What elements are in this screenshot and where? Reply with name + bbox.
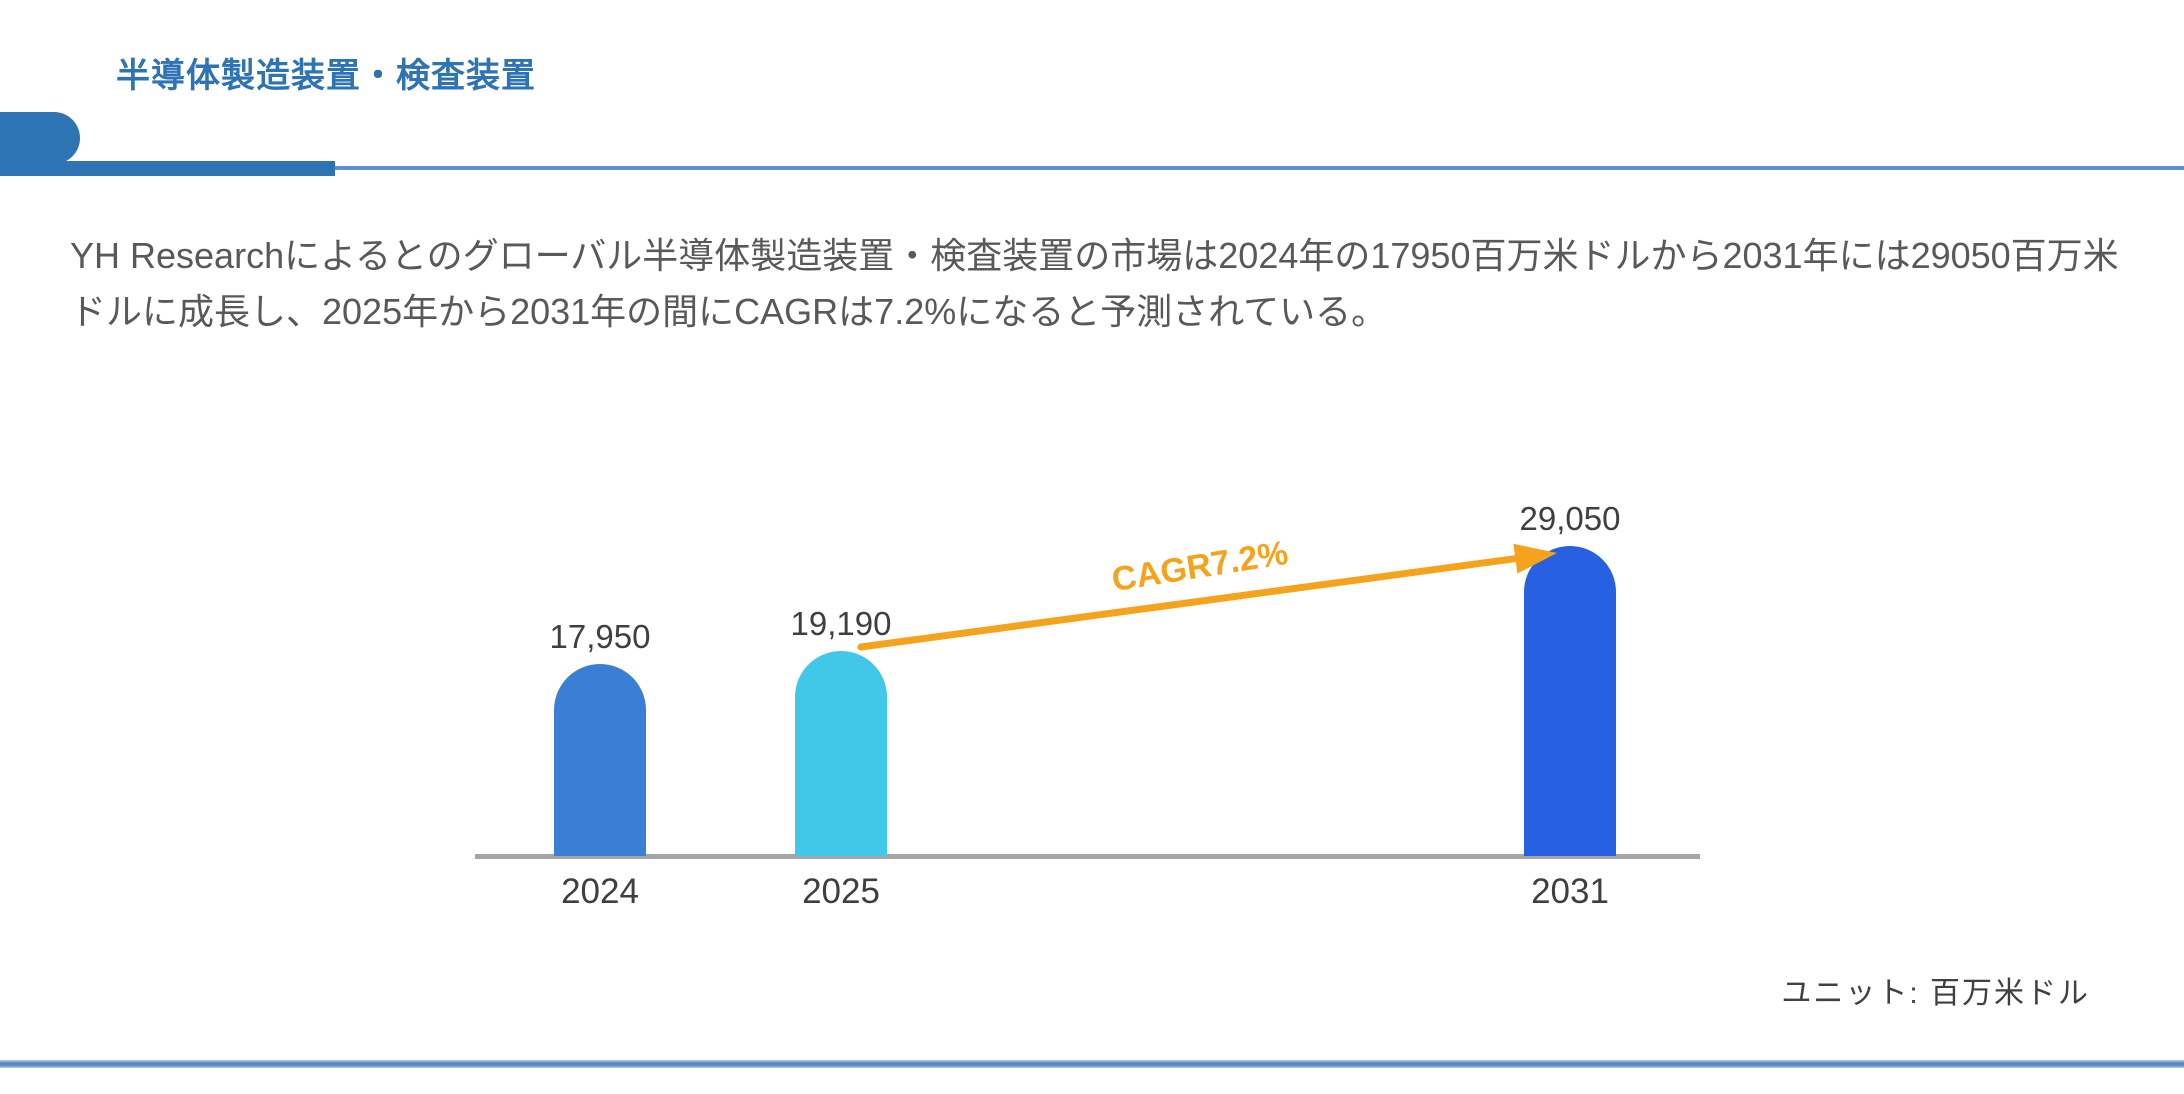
x-axis-line	[475, 854, 1700, 859]
bar-2024	[554, 664, 646, 856]
bar-2031	[1524, 546, 1616, 856]
section-title: 半導体製造装置・検査装置	[116, 57, 536, 95]
x-tick-2024: 2024	[561, 872, 639, 911]
value-label-2024: 17,950	[549, 618, 651, 655]
x-tick-2025: 2025	[802, 872, 880, 911]
bar-2025	[795, 651, 887, 856]
title-rule-thick	[0, 161, 335, 176]
x-tick-2031: 2031	[1531, 872, 1609, 911]
title-tab-accent	[0, 112, 80, 164]
value-label-2025: 19,190	[790, 605, 892, 642]
title-rule-thin	[0, 166, 2184, 170]
bottom-divider	[0, 1060, 2184, 1068]
unit-note: ユニット: 百万米ドル	[1781, 977, 2090, 1010]
market-summary-paragraph: YH Researchによるとのグローバル半導体製造装置・検査装置の市場は202…	[70, 235, 2119, 332]
cagr-label: CAGR7.2%	[1109, 533, 1291, 600]
value-label-2031: 29,050	[1519, 500, 1621, 537]
